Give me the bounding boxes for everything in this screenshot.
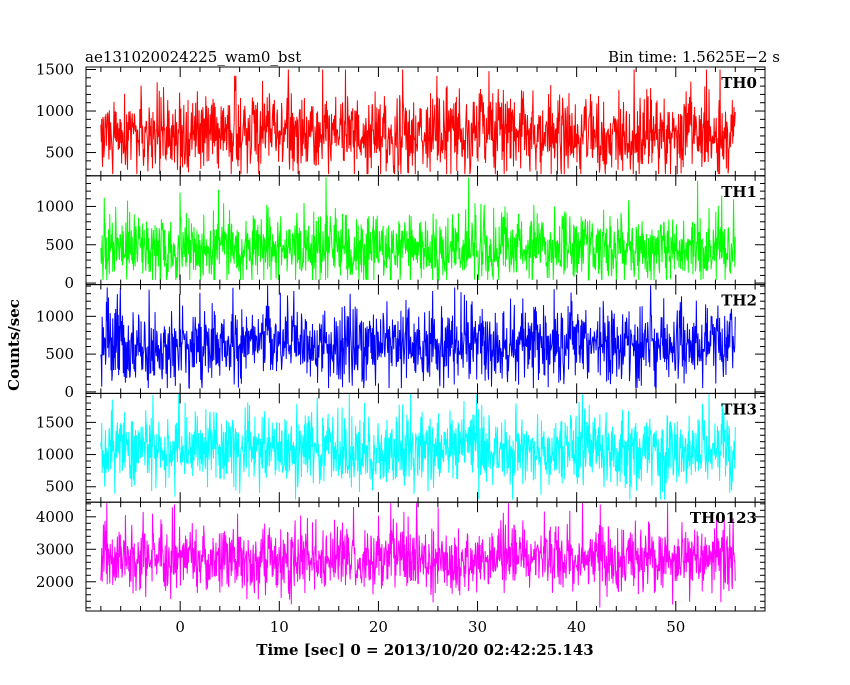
y-tick-label: 4000 (36, 508, 74, 526)
y-tick-label: 1000 (36, 197, 74, 215)
y-tick-label: 2000 (36, 573, 74, 591)
panel-th0123: 2000 3000 4000 TH0123 (36, 501, 766, 612)
y-tick-label: 1500 (36, 413, 74, 431)
x-axis-label: Time [sec] 0 = 2013/10/20 02:42:25.143 (256, 641, 593, 659)
x-tick-label: 0 (175, 618, 185, 636)
y-tick-label: 500 (45, 345, 74, 363)
x-tick-label: 20 (369, 618, 388, 636)
y-tick-label: 1000 (36, 102, 74, 120)
bin-time-label: Bin time: 1.5625E−2 s (608, 48, 780, 66)
panel-label-th0123: TH0123 (690, 509, 757, 527)
y-tick-label: 1500 (36, 60, 74, 78)
panels-layer: 50010001500TH005001000TH105001000TH25001… (36, 60, 766, 636)
x-tick-label: 40 (567, 618, 586, 636)
panel-label-th3: TH3 (721, 400, 757, 418)
series-th3 (100, 393, 736, 500)
series-th1 (100, 177, 736, 281)
series-th2 (100, 285, 736, 390)
x-tick-label: 10 (270, 618, 289, 636)
panel-th1: 0 500 1000 TH1 (36, 175, 766, 292)
panel-th0: 500 1000 1500 TH0 (36, 60, 766, 177)
y-tick-label: 500 (45, 478, 74, 496)
panel-th2: 0 500 1000 TH2 (36, 284, 766, 401)
y-tick-label: 500 (45, 236, 74, 254)
panel-label-th1: TH1 (721, 183, 757, 201)
y-tick-label: 0 (64, 383, 74, 401)
x-tick-label: 50 (666, 618, 685, 636)
y-axis-label: Counts/sec (5, 299, 23, 391)
series-th0123 (100, 503, 736, 608)
y-tick-label: 1000 (36, 307, 74, 325)
y-tick-label: 1000 (36, 446, 74, 464)
series-th0 (100, 69, 736, 175)
y-tick-label: 500 (45, 144, 74, 162)
chart-title: ae131020024225_wam0_bst (85, 48, 301, 66)
y-tick-label: 3000 (36, 540, 74, 558)
panel-th3: 500 1000 1500 TH3 (36, 392, 766, 503)
y-tick-label: 0 (64, 274, 74, 292)
panel-label-th0: TH0 (721, 74, 757, 92)
x-tick-label: 30 (468, 618, 487, 636)
panel-frame (85, 501, 766, 612)
panel-label-th2: TH2 (721, 292, 757, 310)
